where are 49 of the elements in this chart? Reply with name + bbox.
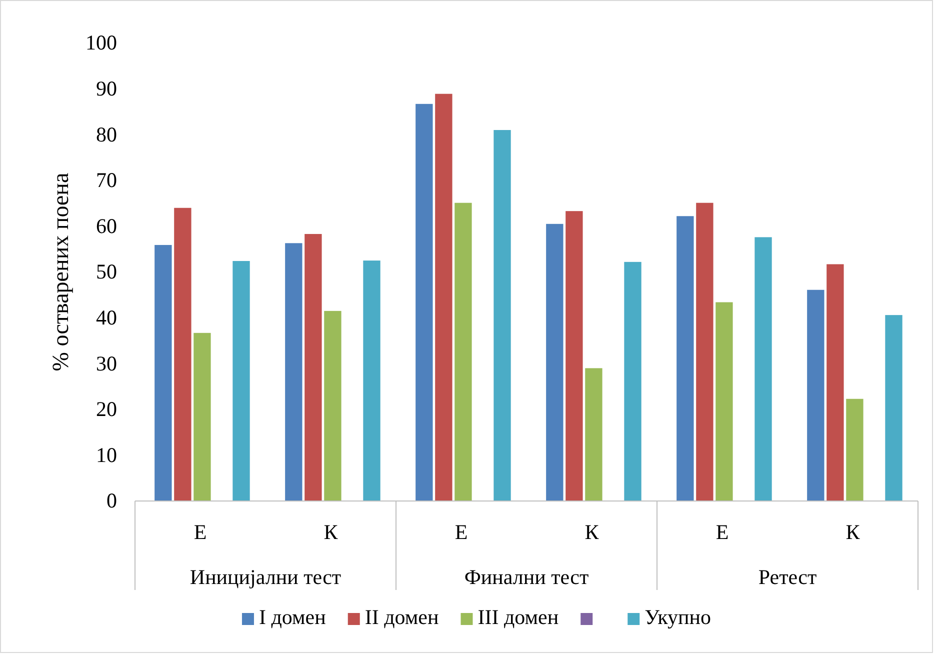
bar: [807, 290, 824, 501]
bar: [363, 260, 380, 501]
bar: [285, 243, 302, 501]
text: Иницијални тест: [190, 565, 342, 589]
legend-label: Укупно: [644, 605, 712, 629]
bar: [624, 262, 642, 501]
x-tick-label: Е: [194, 520, 207, 544]
y-tick-label: 20: [96, 397, 117, 422]
legend-label: I домен: [258, 605, 326, 629]
bar: [566, 211, 583, 501]
bar: [174, 208, 192, 501]
bar: [885, 315, 902, 501]
x-tick-label: К: [846, 520, 861, 544]
legend-label: II домен: [364, 605, 439, 629]
bar: [754, 237, 772, 501]
bar: [676, 216, 694, 501]
bar: [494, 130, 511, 501]
y-tick-label: 80: [96, 122, 117, 146]
y-tick-label: 40: [96, 306, 117, 330]
x-tick-label: Е: [716, 520, 729, 544]
y-tick-label: 70: [96, 168, 117, 192]
y-tick-label: 30: [96, 351, 117, 376]
bar: [324, 310, 342, 501]
y-tick-label: 100: [86, 30, 117, 55]
y-tick-label: 50: [96, 260, 117, 284]
bar: [696, 202, 714, 501]
y-tick-label: 10: [96, 442, 117, 467]
bar: [416, 104, 433, 501]
bar: [304, 234, 322, 501]
bar: [232, 261, 250, 501]
bar: [826, 264, 844, 501]
text: Ретест: [758, 565, 817, 589]
bar: [435, 94, 452, 501]
y-tick-label: 90: [96, 76, 117, 101]
bar: [585, 368, 602, 501]
y-axis-title: % остварених поена: [48, 172, 73, 372]
bar: [546, 224, 564, 501]
y-tick-label: 0: [106, 488, 117, 513]
bar: [454, 202, 472, 501]
x-tick-label: К: [584, 520, 600, 544]
bar: [154, 244, 172, 501]
legend-label: III домен: [478, 605, 559, 629]
bar: [194, 332, 211, 501]
x-tick-label: К: [324, 520, 339, 544]
bar: [846, 398, 864, 501]
x-tick-label: Е: [454, 520, 468, 544]
y-tick-label: 60: [96, 214, 117, 238]
bar: [716, 302, 733, 501]
text: Финални тест: [464, 565, 589, 589]
